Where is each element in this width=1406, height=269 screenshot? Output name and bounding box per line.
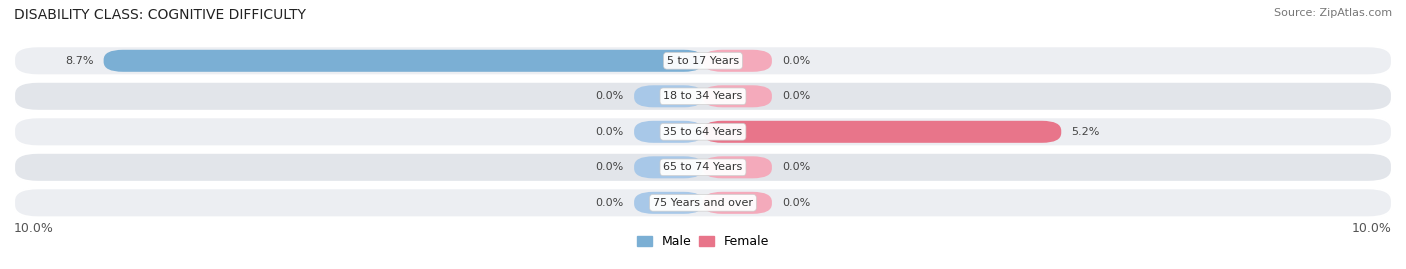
Text: 0.0%: 0.0% xyxy=(782,198,810,208)
Text: 0.0%: 0.0% xyxy=(782,91,810,101)
Text: Source: ZipAtlas.com: Source: ZipAtlas.com xyxy=(1274,8,1392,18)
FancyBboxPatch shape xyxy=(14,82,1392,111)
Text: 5.2%: 5.2% xyxy=(1071,127,1099,137)
FancyBboxPatch shape xyxy=(703,50,772,72)
Text: 0.0%: 0.0% xyxy=(596,162,624,172)
Text: 5 to 17 Years: 5 to 17 Years xyxy=(666,56,740,66)
FancyBboxPatch shape xyxy=(703,156,772,178)
Text: 35 to 64 Years: 35 to 64 Years xyxy=(664,127,742,137)
FancyBboxPatch shape xyxy=(104,50,703,72)
Text: 0.0%: 0.0% xyxy=(596,198,624,208)
Text: DISABILITY CLASS: COGNITIVE DIFFICULTY: DISABILITY CLASS: COGNITIVE DIFFICULTY xyxy=(14,8,307,22)
Text: 0.0%: 0.0% xyxy=(782,162,810,172)
FancyBboxPatch shape xyxy=(634,156,703,178)
FancyBboxPatch shape xyxy=(634,121,703,143)
FancyBboxPatch shape xyxy=(703,192,772,214)
Text: 10.0%: 10.0% xyxy=(14,222,53,235)
Text: 18 to 34 Years: 18 to 34 Years xyxy=(664,91,742,101)
Text: 0.0%: 0.0% xyxy=(596,127,624,137)
Text: 65 to 74 Years: 65 to 74 Years xyxy=(664,162,742,172)
FancyBboxPatch shape xyxy=(14,46,1392,75)
FancyBboxPatch shape xyxy=(634,192,703,214)
Text: 8.7%: 8.7% xyxy=(65,56,93,66)
FancyBboxPatch shape xyxy=(703,85,772,107)
Text: 0.0%: 0.0% xyxy=(782,56,810,66)
Legend: Male, Female: Male, Female xyxy=(631,230,775,253)
FancyBboxPatch shape xyxy=(14,153,1392,182)
FancyBboxPatch shape xyxy=(634,85,703,107)
Text: 10.0%: 10.0% xyxy=(1353,222,1392,235)
FancyBboxPatch shape xyxy=(14,188,1392,217)
FancyBboxPatch shape xyxy=(703,121,1062,143)
FancyBboxPatch shape xyxy=(14,117,1392,146)
Text: 75 Years and over: 75 Years and over xyxy=(652,198,754,208)
Text: 0.0%: 0.0% xyxy=(596,91,624,101)
